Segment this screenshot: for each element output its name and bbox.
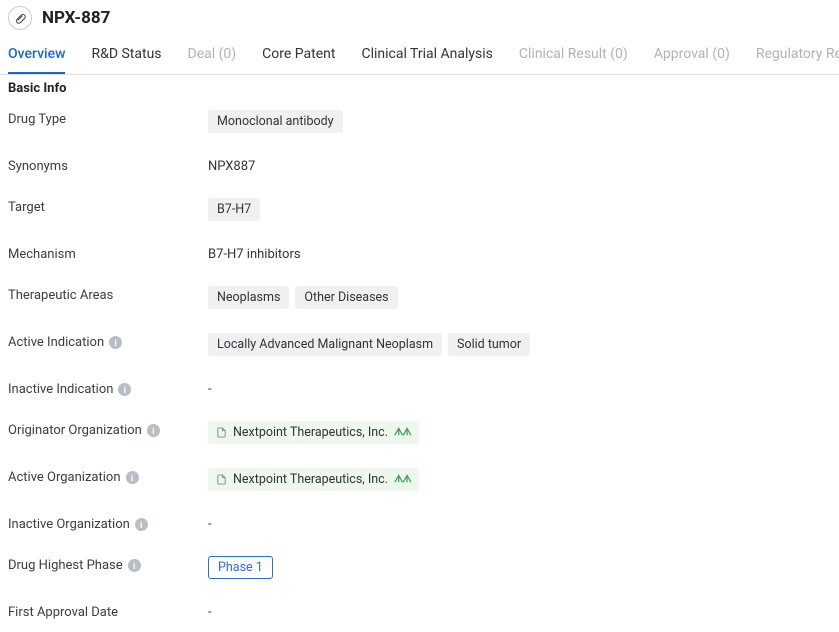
chip-neoplasms[interactable]: Neoplasms (208, 286, 289, 309)
chip-drug-type[interactable]: Monoclonal antibody (208, 110, 343, 133)
value-inactive-indication: - (208, 380, 831, 397)
label-inactive-org: Inactive Organization i (8, 515, 208, 532)
tab-overview[interactable]: Overview (8, 38, 65, 74)
tab-rd-status[interactable]: R&D Status (91, 38, 161, 74)
info-icon[interactable]: i (118, 383, 131, 396)
tab-deal[interactable]: Deal (0) (188, 38, 237, 74)
row-first-approval: First Approval Date - (8, 591, 831, 632)
label-mechanism: Mechanism (8, 245, 208, 262)
row-active-org: Active Organization i Nextpoint Therapeu… (8, 456, 831, 503)
section-title: Basic Info (0, 75, 839, 98)
row-therapeutic-areas: Therapeutic Areas Neoplasms Other Diseas… (8, 274, 831, 321)
chip-indication-1[interactable]: Locally Advanced Malignant Neoplasm (208, 333, 442, 356)
tab-core-patent[interactable]: Core Patent (262, 38, 335, 74)
label-target: Target (8, 198, 208, 215)
info-icon[interactable]: i (135, 518, 148, 531)
info-icon[interactable]: i (126, 471, 139, 484)
document-icon (216, 426, 227, 439)
row-drug-type: Drug Type Monoclonal antibody (8, 98, 831, 145)
row-inactive-indication: Inactive Indication i - (8, 368, 831, 409)
row-active-indication: Active Indication i Locally Advanced Mal… (8, 321, 831, 368)
label-drug-type: Drug Type (8, 110, 208, 127)
label-synonyms: Synonyms (8, 157, 208, 174)
org-chip-originator[interactable]: Nextpoint Therapeutics, Inc. ᗑᗑ (208, 421, 419, 444)
page-title: NPX-887 (42, 8, 110, 28)
document-icon (216, 473, 227, 486)
row-inactive-org: Inactive Organization i - (8, 503, 831, 544)
org-chip-active[interactable]: Nextpoint Therapeutics, Inc. ᗑᗑ (208, 468, 419, 491)
info-grid: Drug Type Monoclonal antibody Synonyms N… (0, 98, 839, 632)
row-target: Target B7-H7 (8, 186, 831, 233)
tab-approval[interactable]: Approval (0) (654, 38, 730, 74)
value-inactive-org: - (208, 515, 831, 532)
chip-indication-2[interactable]: Solid tumor (448, 333, 530, 356)
row-highest-phase: Drug Highest Phase i Phase 1 (8, 544, 831, 591)
tab-regulatory-review[interactable]: Regulatory Review (0) (756, 38, 839, 74)
chip-target[interactable]: B7-H7 (208, 198, 260, 221)
tab-clinical-trial-analysis[interactable]: Clinical Trial Analysis (361, 38, 492, 74)
phase-chip[interactable]: Phase 1 (208, 556, 273, 579)
row-synonyms: Synonyms NPX887 (8, 145, 831, 186)
value-synonyms: NPX887 (208, 157, 831, 174)
label-inactive-indication: Inactive Indication i (8, 380, 208, 397)
label-highest-phase: Drug Highest Phase i (8, 556, 208, 573)
value-mechanism: B7-H7 inhibitors (208, 245, 831, 262)
row-mechanism: Mechanism B7-H7 inhibitors (8, 233, 831, 274)
row-originator-org: Originator Organization i Nextpoint Ther… (8, 409, 831, 456)
value-first-approval: - (208, 603, 831, 620)
tab-clinical-result[interactable]: Clinical Result (0) (519, 38, 628, 74)
label-therapeutic-areas: Therapeutic Areas (8, 286, 208, 303)
org-badge-icon: ᗑᗑ (394, 427, 411, 438)
label-first-approval: First Approval Date (8, 603, 208, 620)
label-active-org: Active Organization i (8, 468, 208, 485)
org-badge-icon: ᗑᗑ (394, 474, 411, 485)
drug-icon (8, 6, 32, 30)
label-active-indication: Active Indication i (8, 333, 208, 350)
info-icon[interactable]: i (109, 336, 122, 349)
tabs: Overview R&D Status Deal (0) Core Patent… (0, 38, 839, 75)
info-icon[interactable]: i (147, 424, 160, 437)
label-originator-org: Originator Organization i (8, 421, 208, 438)
chip-other-diseases[interactable]: Other Diseases (295, 286, 397, 309)
